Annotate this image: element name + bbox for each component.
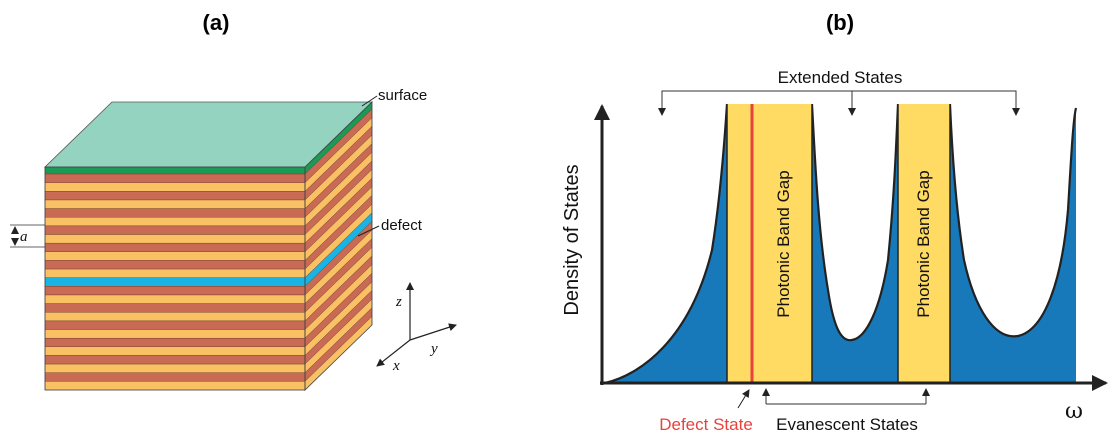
defect-state-label: Defect State [659,415,753,434]
crystal-side-outline [304,101,373,391]
multilayer-crystal [44,101,373,391]
layer-front-orange-17 [44,312,306,322]
surface-leader-line [361,95,378,107]
side-face-layers [304,101,373,391]
gap-2-label: Photonic Band Gap [914,170,933,317]
panel-a-label: (a) [203,10,230,35]
layer-front-orange-19 [44,329,306,339]
photonic-band-gap-2 [898,104,950,383]
layer-front-orange-2 [44,182,306,192]
dos-curve-fill [605,104,1076,383]
y-axis-label: y [429,341,438,357]
evanescent-states-label: Evanescent States [776,415,918,434]
period-label: a [20,229,28,245]
panel-b: (b) Photonic Band Gap Photonic Band Gap … [561,10,1108,434]
photonic-band-gap-1 [727,104,812,383]
defect-label: defect [381,217,423,234]
layer-front-brown-18 [44,320,306,330]
layer-front-brown-3 [44,191,306,201]
x-axis-label: ω [1065,399,1083,424]
dos-curve-outline [604,103,1078,385]
gap-1-label: Photonic Band Gap [774,170,793,317]
layer-front-orange-10 [44,251,306,261]
x-axis-label: x [392,358,400,374]
layer-front-brown-20 [44,337,306,348]
layer-front-orange-8 [44,234,306,244]
z-axis-label: z [395,294,402,310]
layer-front-brown-11 [44,260,306,270]
layer-front-brown-9 [44,242,306,253]
panel-a: (a) surface defect a [10,10,457,391]
evanescent-states-indicator: Evanescent States [762,388,930,434]
panel-b-label: (b) [826,10,854,35]
layer-front-brown-14 [44,286,306,296]
layer-front-orange-25 [44,381,306,391]
layer-front-brown-24 [44,372,306,382]
layer-front-surface-0 [44,166,306,175]
layer-front-orange-15 [44,294,306,304]
surface-label: surface [378,87,427,104]
layer-front-orange-6 [44,217,306,227]
period-annotation: a [10,224,45,248]
layer-front-orange-23 [44,363,306,373]
defect-leader-line [357,225,380,237]
layer-front-brown-5 [44,208,306,218]
defect-state-arrow [737,389,750,409]
layer-front-brown-1 [44,173,306,183]
layer-front-defect-13 [44,277,306,287]
extended-states-label: Extended States [778,68,903,87]
front-face-layers [44,166,306,391]
layer-front-orange-21 [44,346,306,356]
layer-front-brown-22 [44,355,306,365]
layer-front-brown-16 [44,303,306,313]
extended-states-indicator: Extended States [658,68,1020,116]
layer-front-orange-4 [44,199,306,209]
y-axis-label: Density of States [561,164,583,315]
layer-front-brown-7 [44,225,306,235]
layer-front-orange-12 [44,268,306,278]
coordinate-axes: z y x [376,282,457,374]
